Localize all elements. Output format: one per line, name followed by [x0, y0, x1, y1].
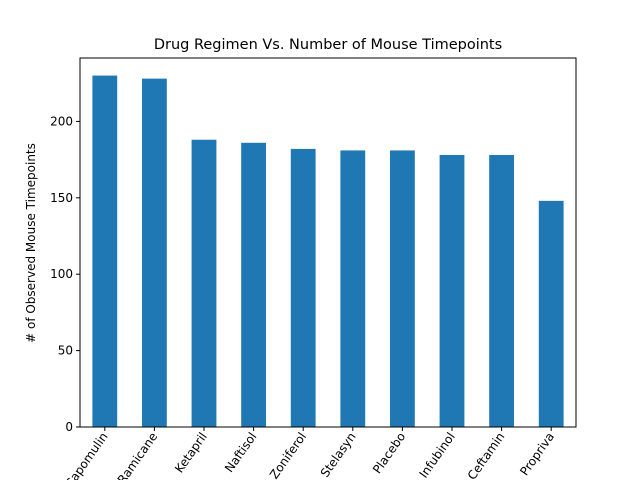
- x-tick-label-stelasyn: Stelasyn: [318, 430, 359, 480]
- bar-ceftamin: [489, 155, 514, 427]
- y-tick-label-0: 0: [65, 420, 73, 434]
- bar-ramicane: [142, 78, 167, 428]
- x-tick-label-propriva: Propriva: [517, 430, 557, 478]
- bar-placebo: [390, 150, 415, 428]
- x-tick-label-capomulin: Capomulin: [62, 430, 110, 480]
- x-tick-label-placebo: Placebo: [370, 430, 408, 476]
- bar-naftisol: [241, 142, 266, 427]
- bar-stelasyn: [340, 150, 366, 428]
- plot-area: 0 50 100 150 200 Capomulin Ramicane Ketapril Naf…: [50, 57, 577, 480]
- plot-frame: [79, 57, 577, 428]
- x-tick-label-ketapril: Ketapril: [172, 430, 210, 476]
- bar-capomulin: [92, 75, 118, 428]
- bar-propriva: [538, 200, 564, 427]
- x-tick-label-ceftamin: Ceftamin: [465, 430, 508, 480]
- chart-title: Drug Regimen Vs. Number of Mouse Timepoi…: [154, 37, 502, 53]
- y-tick-label-200: 200: [50, 114, 73, 128]
- y-tick-label-100: 100: [50, 267, 73, 281]
- bar-infubinol: [439, 155, 465, 427]
- x-tick-label-naftisol: Naftisol: [222, 430, 259, 475]
- x-tick-label-ramicane: Ramicane: [115, 430, 161, 480]
- y-tick-label-150: 150: [50, 191, 73, 205]
- x-tick-label-infubinol: Infubinol: [416, 430, 457, 480]
- y-axis-title: # of Observed Mouse Timepoints: [24, 143, 38, 343]
- bar-zoniferol: [290, 148, 316, 428]
- bar-ketapril: [191, 139, 217, 427]
- y-tick-label-50: 50: [58, 344, 73, 358]
- x-tick-label-zoniferol: Zoniferol: [267, 430, 309, 480]
